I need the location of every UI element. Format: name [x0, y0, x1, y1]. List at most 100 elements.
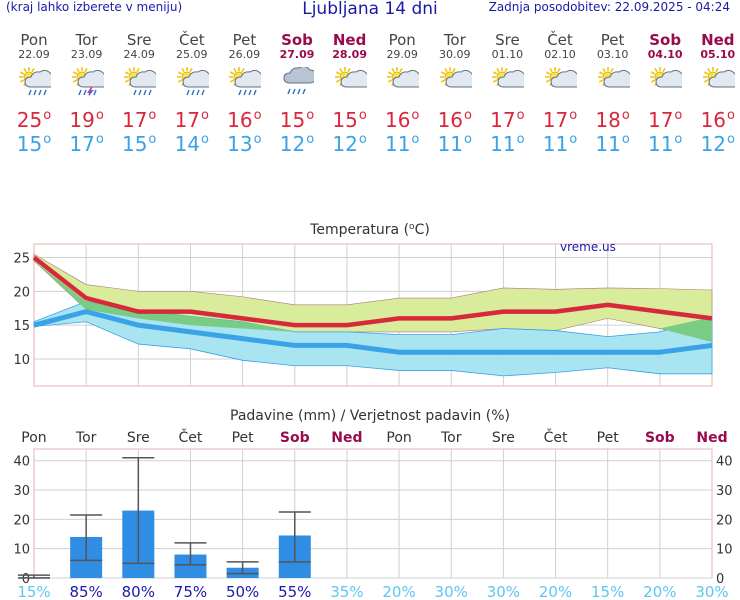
y-tick-label: 20 [13, 513, 30, 528]
watermark: vreme.us [560, 240, 616, 254]
sun-cloud-rain-icon [113, 67, 165, 97]
day-column: Ned 28.09 15o 12o [324, 31, 376, 156]
min-temperature: 11o [490, 132, 525, 156]
min-temperature: 12o [700, 132, 735, 156]
min-temperature: 15o [121, 132, 157, 156]
min-temperature: 14o [174, 132, 209, 156]
day-name: Pet [600, 31, 625, 49]
x-tick-label: Pon [21, 430, 46, 446]
day-column: Sob 27.09 15o 12o [271, 32, 323, 156]
min-temperature: 11o [647, 132, 683, 156]
day-date: 26.09 [228, 48, 261, 61]
x-tick-label: Čet [544, 428, 568, 446]
day-column: Pet 03.10 18o 11o [587, 31, 639, 156]
day-date: 30.09 [439, 48, 471, 61]
x-tick-label: Čet [179, 428, 203, 446]
x-tick-label: Pet [597, 430, 620, 446]
precipitation-probability: 20% [539, 583, 572, 600]
day-name: Ned [332, 31, 367, 49]
sun-cloud-thunder-icon [61, 67, 113, 97]
precipitation-probability: 30% [435, 583, 468, 600]
day-column: Tor 30.09 16o 11o [429, 32, 481, 156]
y-tick-label: 25 [13, 252, 30, 267]
day-column: Pon 29.09 16o 11o [376, 32, 428, 156]
day-date: 28.09 [332, 48, 367, 61]
precipitation-probability: 20% [643, 583, 676, 600]
max-temperature: 16o [700, 108, 735, 132]
max-temperature: 18o [595, 108, 630, 132]
y-tick-label: 40 [13, 455, 30, 470]
sun-cloud-icon [692, 67, 740, 97]
precipitation-probability: 20% [382, 583, 415, 600]
sun-cloud-icon [429, 67, 481, 97]
max-temperature: 15o [279, 108, 315, 132]
y-tick-label-right: 40 [716, 455, 733, 470]
max-temperature: 25o [16, 108, 52, 132]
day-name: Sre [126, 31, 152, 49]
day-date: 25.09 [176, 48, 208, 61]
min-temperature: 12o [332, 132, 367, 156]
day-name: Sob [649, 31, 682, 49]
sun-cloud-icon [587, 67, 639, 97]
day-date: 22.09 [18, 48, 50, 61]
day-name: Čet [547, 31, 573, 49]
x-tick-label: Tor [75, 430, 97, 446]
day-name: Čet [179, 31, 205, 49]
page-title: Ljubljana 14 dni [302, 0, 438, 19]
min-temperature: 17o [69, 132, 104, 156]
day-date: 01.10 [491, 48, 524, 61]
x-tick-label: Ned [696, 430, 727, 446]
day-column: Sob 04.10 17o 11o [639, 31, 691, 156]
day-date: 05.10 [700, 48, 736, 61]
min-temperature: 11o [595, 132, 630, 156]
day-name: Sre [495, 31, 520, 49]
overlap-band [34, 260, 712, 343]
precipitation-probability: 15% [591, 583, 624, 600]
sun-cloud-rain-icon [218, 67, 270, 97]
min-temperature: 12o [279, 132, 315, 156]
y-tick-label: 0 [22, 572, 30, 587]
min-temperature-line [33, 309, 713, 355]
y-tick-label: 10 [13, 543, 30, 558]
max-temperature-line [32, 255, 713, 328]
y-tick-label: 20 [13, 285, 30, 300]
sun-cloud-icon [376, 67, 428, 97]
max-temperature: 17o [542, 108, 578, 132]
y-tick-label-right: 20 [716, 513, 733, 528]
max-temperature: 17o [121, 108, 157, 132]
day-date: 23.09 [70, 48, 103, 61]
precipitation-probability: 30% [695, 583, 728, 600]
precipitation-probability: 35% [330, 583, 363, 600]
day-date: 02.10 [544, 48, 576, 61]
precipitation-probability: 15% [17, 583, 50, 600]
max-temperature: 17o [647, 108, 683, 132]
precipitation-probability: 80% [122, 583, 155, 600]
day-name: Tor [75, 31, 98, 49]
x-tick-label: Pet [232, 430, 255, 446]
sun-cloud-icon [534, 67, 586, 97]
y-tick-label: 15 [13, 319, 30, 334]
max-temperature: 16o [384, 108, 420, 132]
day-column: Pon 22.09 25o 15o [8, 32, 60, 156]
day-date: 24.09 [123, 48, 155, 61]
day-column: Čet 02.10 17o 11o [534, 31, 586, 156]
precipitation-probability: 85% [69, 583, 102, 600]
day-column: Pet 26.09 16o 13o [218, 32, 270, 156]
menu-hint: (kraj lahko izberete v meniju) [6, 0, 183, 14]
x-tick-label: Pon [386, 430, 411, 446]
day-column: Čet 25.09 17o 14o [166, 31, 218, 156]
x-tick-label: Sob [280, 430, 310, 446]
y-tick-label-right: 30 [716, 484, 733, 499]
last-update: Zadnja posodobitev: 22.09.2025 - 04:24 [488, 0, 730, 14]
min-temperature: 13o [227, 132, 262, 156]
precipitation-bar [174, 554, 207, 578]
y-tick-label: 30 [13, 484, 30, 499]
max-temperature: 19o [69, 108, 104, 132]
max-temperature: 16o [437, 108, 472, 132]
sun-cloud-rain-icon [8, 67, 60, 97]
precipitation-chart-title: Padavine (mm) / Verjetnost padavin (%) [230, 408, 510, 424]
x-tick-label: Sre [127, 430, 150, 446]
min-temperature: 11o [384, 132, 420, 156]
sun-cloud-rain-icon [166, 67, 218, 97]
